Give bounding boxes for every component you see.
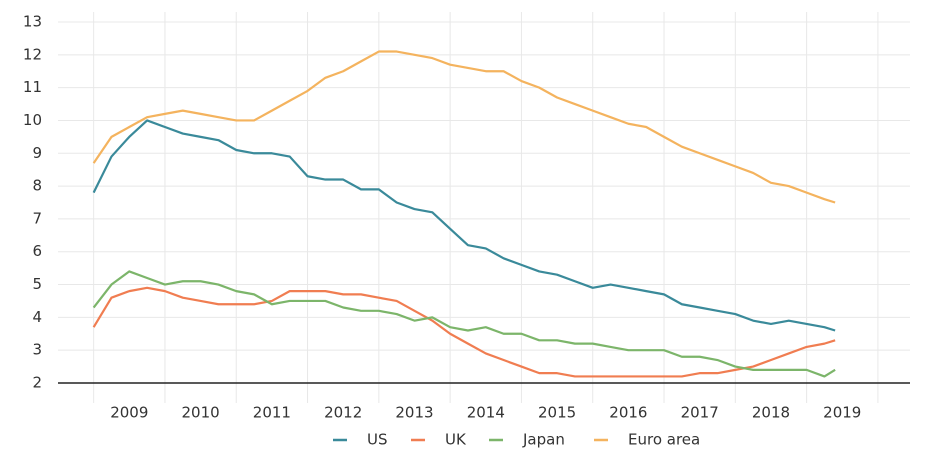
x-tick-label: 2009 [110, 404, 148, 422]
x-tick-label: 2015 [538, 404, 576, 422]
y-tick-label: 7 [32, 209, 42, 227]
y-tick-label: 10 [23, 111, 42, 129]
x-tick-label: 2012 [324, 404, 362, 422]
series-line [92, 286, 836, 378]
x-tick-label: 2019 [823, 404, 861, 422]
y-tick-label: 3 [32, 341, 42, 359]
legend-label: Euro area [628, 431, 700, 449]
y-tick-label: 2 [32, 374, 42, 392]
series-line [92, 270, 836, 378]
series-line [92, 50, 836, 204]
x-tick-label: 2013 [395, 404, 433, 422]
y-tick-label: 6 [32, 242, 42, 260]
x-tick-label: 2017 [681, 404, 719, 422]
x-tick-label: 2011 [253, 404, 291, 422]
y-tick-label: 8 [32, 177, 42, 195]
legend-label: Japan [522, 431, 565, 449]
y-tick-label: 5 [32, 275, 42, 293]
y-tick-label: 4 [32, 308, 42, 326]
series-line [92, 119, 836, 332]
y-tick-label: 9 [32, 144, 42, 162]
legend-label: UK [445, 431, 467, 449]
y-tick-label: 11 [23, 78, 42, 96]
x-tick-label: 2016 [609, 404, 647, 422]
y-tick-label: 13 [23, 13, 42, 31]
x-tick-label: 2014 [467, 404, 505, 422]
x-tick-label: 2018 [752, 404, 790, 422]
y-tick-label: 12 [23, 45, 42, 63]
x-tick-label: 2010 [182, 404, 220, 422]
legend-label: US [367, 431, 388, 449]
